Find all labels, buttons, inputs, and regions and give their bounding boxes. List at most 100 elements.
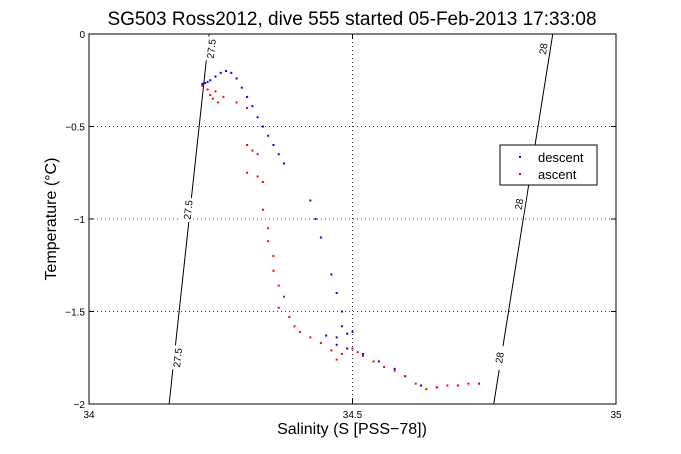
y-tick-label: −1.5 (65, 308, 85, 319)
data-point-ascent (456, 384, 459, 387)
data-point-ascent (340, 353, 343, 356)
data-point-ascent (267, 240, 270, 243)
contour-label: 27.5 (183, 199, 196, 220)
density-contour-line (493, 33, 554, 405)
data-point-ascent (282, 295, 285, 298)
data-point-descent (325, 334, 328, 337)
y-tick-label: −2 (74, 400, 86, 411)
data-point-ascent (211, 97, 214, 100)
data-point-ascent (293, 325, 296, 328)
data-point-ascent (309, 336, 312, 339)
series-ascent (201, 84, 480, 391)
legend-marker-descent (519, 156, 521, 158)
data-point-ascent (277, 284, 280, 287)
contour-label: 28 (494, 351, 507, 364)
data-point-descent (330, 273, 333, 276)
data-point-ascent (425, 388, 428, 391)
data-point-ascent (217, 101, 220, 104)
data-point-descent (420, 384, 423, 387)
data-point-ascent (209, 94, 212, 97)
data-point-descent (246, 95, 249, 98)
data-point-descent (235, 77, 238, 80)
x-tick-label: 35 (610, 410, 622, 421)
data-point-descent (219, 71, 222, 74)
legend-marker-ascent (519, 173, 521, 175)
contour-label-bg (491, 344, 508, 371)
data-point-descent (261, 125, 264, 128)
contour-label-bg (204, 36, 219, 62)
data-point-ascent (351, 347, 354, 350)
data-point-ascent (222, 95, 225, 98)
data-point-ascent (372, 360, 375, 363)
data-point-ascent (404, 375, 407, 378)
contour-label: 28 (538, 42, 551, 55)
x-tick-label: 34 (83, 410, 95, 421)
contour-label-bg (535, 36, 552, 62)
data-point-ascent (246, 144, 249, 146)
data-point-descent (335, 336, 338, 339)
data-point-descent (240, 86, 243, 89)
data-point-ascent (246, 107, 249, 109)
legend-box (499, 144, 598, 186)
data-series (201, 70, 480, 391)
y-tick-label: −0.5 (65, 123, 85, 134)
data-point-descent (203, 82, 206, 85)
data-point-descent (214, 75, 217, 78)
data-point-ascent (362, 354, 365, 357)
data-point-descent (201, 82, 204, 85)
grid-lines (89, 34, 616, 404)
data-point-descent (272, 144, 275, 146)
data-point-ascent (383, 366, 386, 368)
data-point-ascent (235, 101, 238, 104)
data-point-ascent (261, 208, 264, 211)
data-point-ascent (261, 181, 264, 183)
data-point-descent (309, 199, 312, 202)
data-point-ascent (393, 369, 396, 372)
data-point-ascent (272, 255, 275, 257)
data-point-ascent (467, 382, 470, 385)
data-point-ascent (246, 171, 249, 174)
data-point-ascent (206, 88, 209, 91)
data-point-descent (393, 367, 396, 370)
data-point-ascent (477, 382, 480, 385)
data-point-descent (230, 71, 233, 74)
data-point-descent (256, 116, 259, 119)
data-point-ascent (298, 330, 301, 333)
chart-title: SG503 Ross2012, dive 555 started 05-Feb-… (107, 9, 596, 30)
data-point-descent (340, 325, 343, 328)
contour-label: 28 (514, 198, 527, 211)
data-point-ascent (256, 153, 259, 156)
data-point-descent (335, 343, 338, 346)
data-point-ascent (446, 384, 449, 387)
data-point-descent (319, 236, 322, 239)
data-point-ascent (335, 358, 338, 361)
data-point-descent (277, 153, 280, 156)
data-point-ascent (256, 175, 259, 178)
data-point-descent (206, 81, 209, 84)
data-point-ascent (319, 341, 322, 344)
data-point-descent (377, 360, 380, 363)
data-point-descent (346, 347, 349, 350)
data-point-descent (340, 310, 343, 313)
data-point-ascent (267, 227, 270, 230)
data-point-ascent (288, 316, 291, 319)
data-point-ascent (330, 349, 333, 352)
data-point-ascent (201, 84, 204, 87)
contour-label-bg (170, 345, 185, 371)
data-point-descent (209, 79, 212, 82)
contour-label: 27.5 (172, 347, 185, 368)
y-tick-label: 0 (79, 30, 85, 41)
data-point-descent (251, 105, 254, 108)
x-axis-label: Salinity (S [PSS−78]) (277, 421, 427, 438)
contour-label: 27.5 (206, 38, 219, 59)
legend: descent ascent (499, 144, 598, 186)
data-point-ascent (356, 351, 359, 354)
data-point-descent (351, 330, 354, 333)
data-point-descent (335, 292, 338, 294)
data-point-ascent (435, 386, 438, 389)
data-point-ascent (272, 269, 275, 272)
data-point-ascent (251, 149, 254, 152)
axis-ticks: 34 34.5 35 0 −0.5 −1 −1.5 −2 (65, 30, 622, 421)
density-contours: 27.5 27.5 27.5 28 28 28 (168, 33, 554, 405)
